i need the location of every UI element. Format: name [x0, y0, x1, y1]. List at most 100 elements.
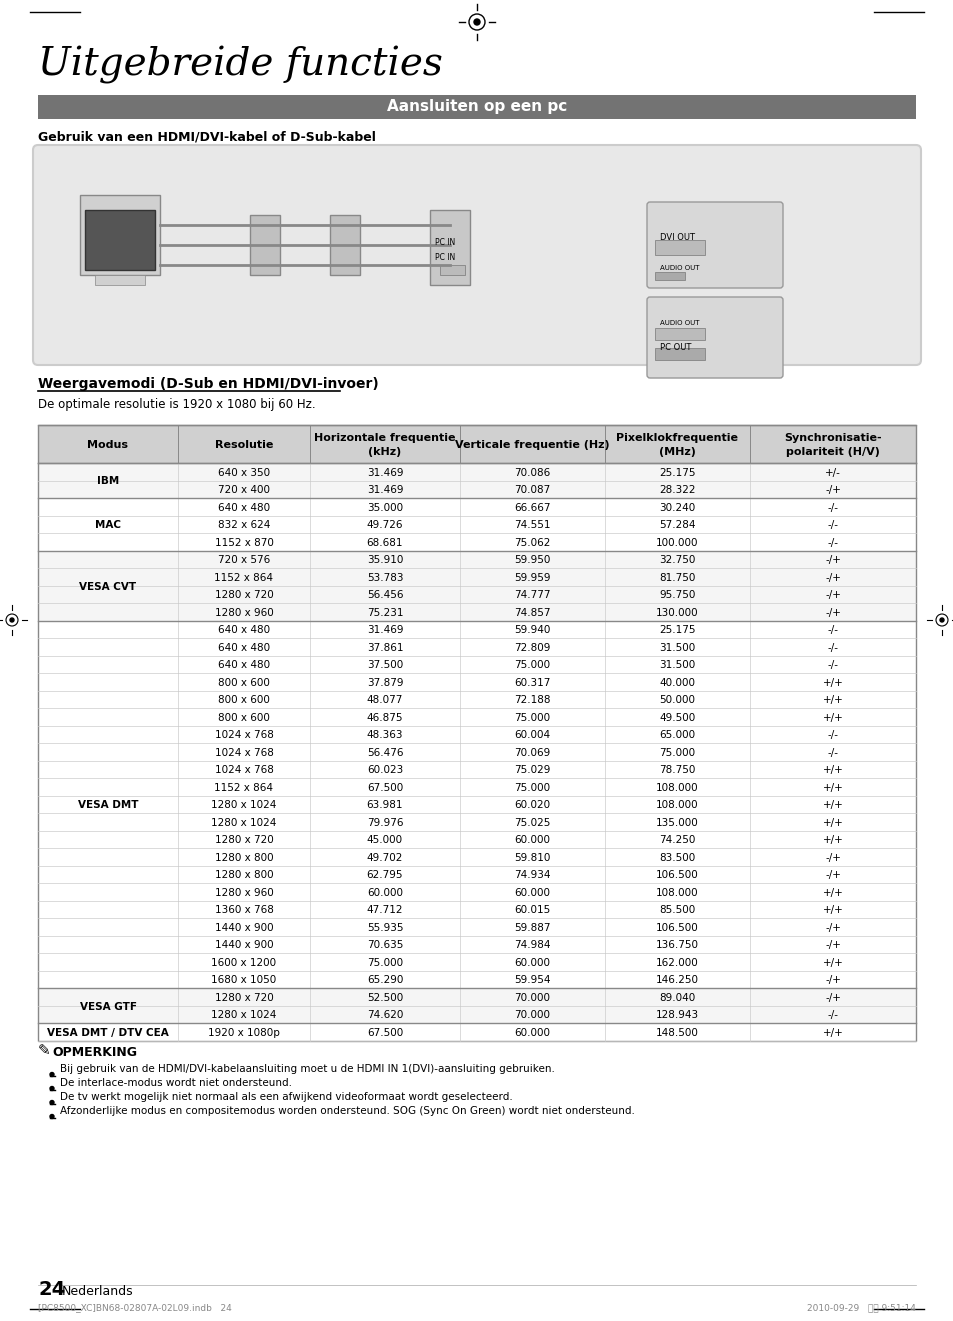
- Text: 48.363: 48.363: [366, 731, 403, 740]
- Text: 67.500: 67.500: [367, 1028, 403, 1038]
- Text: -/-: -/-: [826, 748, 838, 758]
- Text: 640 x 480: 640 x 480: [217, 625, 270, 635]
- FancyBboxPatch shape: [646, 202, 782, 288]
- Text: +/+: +/+: [821, 695, 842, 705]
- Bar: [655, 347, 704, 361]
- Text: De tv werkt mogelijk niet normaal als een afwijkend videoformaat wordt geselecte: De tv werkt mogelijk niet normaal als ee…: [60, 1091, 512, 1102]
- Text: -/+: -/+: [824, 853, 840, 863]
- Bar: [38, 742, 915, 761]
- Text: 55.935: 55.935: [366, 923, 403, 933]
- Bar: [655, 328, 704, 339]
- Text: 50.000: 50.000: [659, 695, 695, 705]
- Text: 1280 x 1024: 1280 x 1024: [212, 1011, 276, 1020]
- Text: +/+: +/+: [821, 905, 842, 915]
- Bar: [38, 901, 915, 918]
- Text: 31.500: 31.500: [659, 643, 695, 653]
- Text: 1920 x 1080p: 1920 x 1080p: [208, 1028, 279, 1038]
- Text: 37.500: 37.500: [367, 660, 403, 670]
- Text: -/+: -/+: [824, 993, 840, 1003]
- Text: 1440 x 900: 1440 x 900: [214, 941, 273, 950]
- Text: Bij gebruik van de HDMI/DVI-kabelaansluiting moet u de HDMI IN 1(DVI)-aansluitin: Bij gebruik van de HDMI/DVI-kabelaanslui…: [60, 1063, 555, 1074]
- Text: 60.000: 60.000: [367, 888, 402, 898]
- Text: 49.726: 49.726: [366, 520, 403, 530]
- Text: 100.000: 100.000: [656, 538, 698, 548]
- Bar: [38, 952, 915, 971]
- Text: 800 x 600: 800 x 600: [218, 678, 270, 688]
- Text: +/+: +/+: [821, 801, 842, 810]
- Text: 1280 x 720: 1280 x 720: [214, 835, 274, 845]
- Text: (kHz): (kHz): [368, 446, 401, 457]
- Text: +/+: +/+: [821, 783, 842, 793]
- Text: 1024 x 768: 1024 x 768: [214, 731, 274, 740]
- Bar: [38, 515, 915, 532]
- Bar: [38, 831, 915, 848]
- Text: 128.943: 128.943: [656, 1011, 699, 1020]
- Circle shape: [10, 618, 14, 622]
- Text: 46.875: 46.875: [366, 713, 403, 723]
- Bar: [38, 708, 915, 725]
- Text: 1152 x 864: 1152 x 864: [214, 573, 274, 583]
- Text: 32.750: 32.750: [659, 555, 695, 565]
- Text: VESA CVT: VESA CVT: [79, 581, 136, 592]
- Bar: [439, 266, 464, 275]
- Text: 49.500: 49.500: [659, 713, 695, 723]
- Text: PC OUT: PC OUT: [659, 343, 691, 351]
- Text: 640 x 350: 640 x 350: [217, 468, 270, 478]
- Text: 75.000: 75.000: [659, 748, 695, 758]
- Text: 40.000: 40.000: [659, 678, 695, 688]
- Text: -/-: -/-: [826, 1011, 838, 1020]
- Text: 75.000: 75.000: [367, 958, 402, 968]
- Text: 56.456: 56.456: [366, 590, 403, 600]
- Text: 75.025: 75.025: [514, 818, 550, 828]
- Text: -/-: -/-: [826, 520, 838, 530]
- Text: 60.317: 60.317: [514, 678, 550, 688]
- Text: -/+: -/+: [824, 555, 840, 565]
- Text: 1280 x 960: 1280 x 960: [214, 608, 274, 618]
- Text: 136.750: 136.750: [656, 941, 699, 950]
- Text: 135.000: 135.000: [656, 818, 699, 828]
- Text: -/-: -/-: [826, 538, 838, 548]
- Text: 59.954: 59.954: [514, 975, 550, 985]
- Text: +/-: +/-: [824, 468, 840, 478]
- Text: AUDIO OUT: AUDIO OUT: [659, 266, 699, 271]
- Bar: [38, 672, 915, 691]
- Text: 106.500: 106.500: [656, 923, 699, 933]
- Text: 1280 x 1024: 1280 x 1024: [212, 818, 276, 828]
- Text: 47.712: 47.712: [366, 905, 403, 915]
- Circle shape: [50, 1073, 54, 1077]
- Text: AUDIO OUT: AUDIO OUT: [659, 320, 699, 326]
- Text: -/+: -/+: [824, 573, 840, 583]
- Text: 70.087: 70.087: [514, 485, 550, 495]
- Text: 75.000: 75.000: [514, 660, 550, 670]
- Text: 68.681: 68.681: [366, 538, 403, 548]
- Bar: [38, 585, 915, 602]
- Text: 108.000: 108.000: [656, 783, 699, 793]
- Text: -/-: -/-: [826, 660, 838, 670]
- Text: De optimale resolutie is 1920 x 1080 bij 60 Hz.: De optimale resolutie is 1920 x 1080 bij…: [38, 398, 315, 411]
- Text: [PC8500_XC]BN68-02807A-02L09.indb   24: [PC8500_XC]BN68-02807A-02L09.indb 24: [38, 1303, 232, 1312]
- Bar: [38, 935, 915, 952]
- Text: 63.981: 63.981: [366, 801, 403, 810]
- Text: 65.000: 65.000: [659, 731, 695, 740]
- Text: 60.000: 60.000: [514, 888, 550, 898]
- Bar: [38, 848, 915, 865]
- Bar: [38, 568, 915, 585]
- Text: Verticale frequentie (Hz): Verticale frequentie (Hz): [455, 440, 609, 450]
- Text: De interlace-modus wordt niet ondersteund.: De interlace-modus wordt niet ondersteun…: [60, 1078, 292, 1087]
- Text: -/-: -/-: [826, 731, 838, 740]
- Text: OPMERKING: OPMERKING: [52, 1045, 137, 1058]
- Bar: [38, 865, 915, 882]
- Text: 1024 x 768: 1024 x 768: [214, 765, 274, 775]
- Text: 74.551: 74.551: [514, 520, 550, 530]
- Text: 31.469: 31.469: [366, 468, 403, 478]
- Text: -/+: -/+: [824, 923, 840, 933]
- Text: VESA DMT: VESA DMT: [77, 801, 138, 810]
- Text: 85.500: 85.500: [659, 905, 695, 915]
- Text: 720 x 576: 720 x 576: [217, 555, 270, 565]
- Bar: [38, 725, 915, 742]
- Text: 48.077: 48.077: [366, 695, 403, 705]
- Text: +/+: +/+: [821, 678, 842, 688]
- Text: Gebruik van een HDMI/DVI-kabel of D-Sub-kabel: Gebruik van een HDMI/DVI-kabel of D-Sub-…: [38, 129, 375, 143]
- Bar: [38, 481, 915, 498]
- Text: 25.175: 25.175: [659, 468, 695, 478]
